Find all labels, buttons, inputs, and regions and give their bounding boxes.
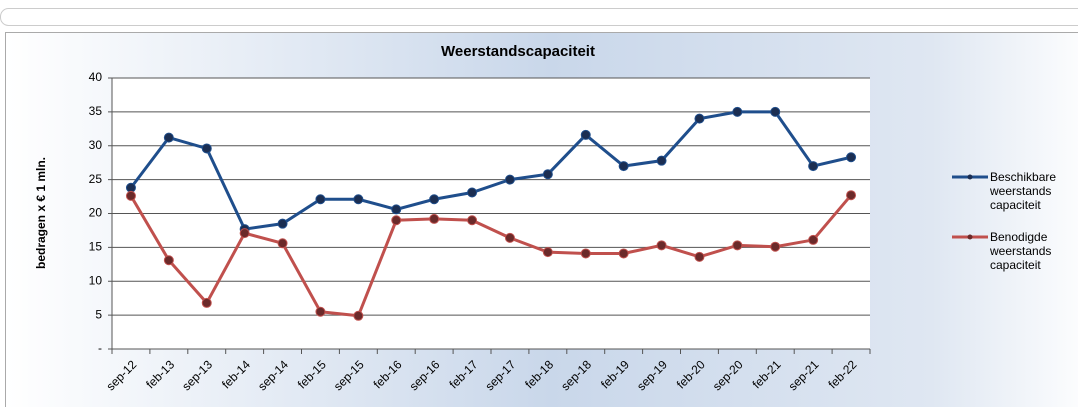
y-tick-label: 30 bbox=[89, 138, 103, 152]
y-tick-label: 10 bbox=[89, 273, 103, 287]
series-line bbox=[129, 194, 853, 318]
y-tick-label: 25 bbox=[89, 172, 103, 186]
chart-title: Weerstandscapaciteit bbox=[441, 43, 595, 60]
legend-marker bbox=[967, 234, 973, 240]
y-axis-label: bedragen x € 1 mln. bbox=[34, 157, 48, 269]
point bbox=[618, 248, 629, 259]
point bbox=[429, 213, 440, 224]
point bbox=[694, 251, 705, 262]
point bbox=[618, 161, 629, 172]
y-tick-label: 15 bbox=[89, 240, 103, 254]
legend-label: Beschikbare weerstands capaciteit bbox=[990, 170, 1057, 212]
point bbox=[201, 297, 212, 308]
point bbox=[846, 152, 857, 163]
point bbox=[580, 248, 591, 259]
point bbox=[277, 218, 288, 229]
point bbox=[163, 255, 174, 266]
point bbox=[353, 310, 364, 321]
point bbox=[429, 194, 440, 205]
point bbox=[656, 240, 667, 251]
point bbox=[391, 215, 402, 226]
series-line bbox=[129, 110, 852, 231]
point bbox=[467, 215, 478, 226]
legend-marker bbox=[967, 174, 973, 180]
point bbox=[504, 232, 515, 243]
point bbox=[353, 194, 364, 205]
point bbox=[846, 190, 857, 201]
legend-label: Benodigde weerstands capaciteit bbox=[990, 230, 1052, 272]
point bbox=[808, 161, 819, 172]
point bbox=[467, 187, 478, 198]
point bbox=[694, 113, 705, 124]
point bbox=[315, 194, 326, 205]
y-tick-label: 20 bbox=[89, 206, 103, 220]
point bbox=[391, 204, 402, 215]
point bbox=[277, 238, 288, 249]
point bbox=[656, 155, 667, 166]
point bbox=[770, 241, 781, 252]
point bbox=[125, 190, 136, 201]
point bbox=[770, 106, 781, 117]
point bbox=[580, 129, 591, 140]
y-tick-label: 40 bbox=[89, 70, 103, 84]
point bbox=[542, 247, 553, 258]
y-tick-label: 35 bbox=[89, 104, 103, 118]
point bbox=[732, 106, 743, 117]
y-tick-label: - bbox=[98, 341, 102, 355]
point bbox=[163, 132, 174, 143]
point bbox=[239, 228, 250, 239]
point bbox=[808, 234, 819, 245]
top-bar bbox=[0, 8, 1078, 26]
point bbox=[315, 306, 326, 317]
point bbox=[201, 143, 212, 154]
point bbox=[504, 174, 515, 185]
point bbox=[732, 240, 743, 251]
point bbox=[542, 169, 553, 180]
y-tick-label: 5 bbox=[95, 307, 102, 321]
